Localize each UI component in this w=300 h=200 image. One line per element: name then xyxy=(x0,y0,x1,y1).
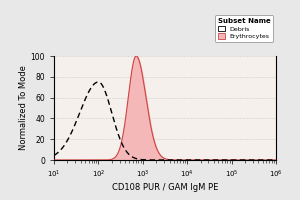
Y-axis label: Normalized To Mode: Normalized To Mode xyxy=(19,66,28,150)
Legend: Debris, Erythrocytes: Debris, Erythrocytes xyxy=(215,15,273,42)
X-axis label: CD108 PUR / GAM IgM PE: CD108 PUR / GAM IgM PE xyxy=(112,183,218,192)
